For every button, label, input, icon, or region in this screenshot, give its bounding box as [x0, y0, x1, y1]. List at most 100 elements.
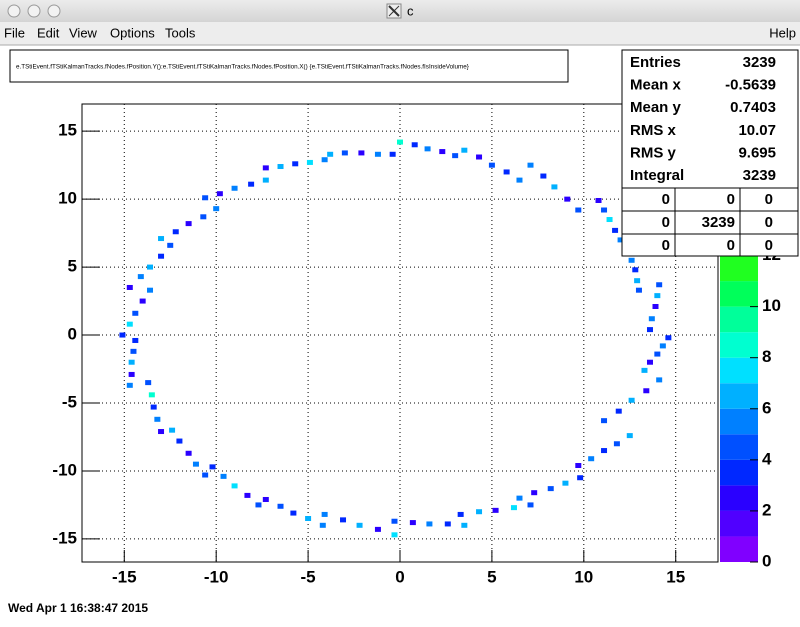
palette-band — [720, 434, 758, 460]
stats-value: 0.7403 — [730, 99, 776, 116]
hist-cell — [503, 169, 510, 175]
zoom-button[interactable] — [47, 4, 61, 18]
hist-cell — [632, 267, 639, 273]
hist-cell — [492, 507, 499, 513]
hist-cell — [202, 195, 209, 201]
stats-frame — [621, 49, 799, 257]
hist-cell — [248, 181, 255, 187]
hist-cell — [547, 486, 554, 492]
hist-cell — [262, 496, 269, 502]
hist-cell — [510, 505, 517, 511]
hist-cell — [656, 377, 663, 383]
hist-cell — [476, 509, 483, 515]
hist-cell — [613, 441, 620, 447]
z-tick-label: 6 — [762, 398, 771, 417]
z-tick-label: 8 — [762, 347, 771, 366]
hist-cell — [374, 526, 381, 532]
stats-label: RMS y — [630, 144, 677, 161]
hist-cell — [169, 427, 176, 433]
hist-cell — [606, 217, 613, 223]
palette-band — [720, 306, 758, 333]
hist-cell — [540, 173, 547, 179]
hist-cell — [391, 532, 398, 538]
hist-cell — [150, 404, 157, 410]
hist-cell — [612, 227, 619, 233]
hist-cell — [641, 367, 648, 373]
menu-item[interactable]: View — [69, 25, 98, 40]
hist-cell — [255, 502, 262, 508]
palette-band — [720, 536, 758, 562]
hist-cell — [617, 237, 624, 243]
stats-cell: 0 — [727, 191, 735, 208]
hist-cell — [290, 510, 297, 516]
stats-cell: 0 — [727, 237, 735, 254]
hist-cell — [321, 157, 328, 163]
window-title: c — [407, 3, 414, 18]
hist-cell — [643, 388, 650, 394]
palette-band — [720, 332, 758, 358]
hist-cell — [126, 284, 133, 290]
hist-cell — [595, 197, 602, 203]
hist-cell — [444, 521, 451, 527]
stats-value: 3239 — [743, 54, 776, 71]
stats-cell: 0 — [662, 237, 670, 254]
x-tick-label: 5 — [487, 567, 496, 586]
stats-value: 10.07 — [738, 122, 776, 139]
y-tick-label: 0 — [68, 325, 77, 344]
x-tick-label: -15 — [112, 567, 137, 586]
hist-cell — [659, 343, 666, 349]
menu-item[interactable]: File — [4, 25, 25, 40]
hist-cell — [634, 278, 641, 284]
hist-cell — [209, 464, 216, 470]
hist-cell — [172, 229, 179, 235]
x-tick-label: 15 — [666, 567, 685, 586]
hist-cell — [389, 151, 396, 157]
hist-cell — [216, 191, 223, 197]
menu-bar — [0, 22, 800, 45]
menu-item[interactable]: Help — [769, 25, 796, 40]
x-tick-label: 0 — [395, 567, 404, 586]
close-button[interactable] — [7, 4, 21, 18]
hist-cell — [628, 257, 635, 263]
hist-cell — [654, 351, 661, 357]
hist-cell — [277, 164, 284, 170]
stats-cell: 0 — [765, 214, 773, 231]
hist-cell — [244, 492, 251, 498]
hist-cell — [516, 177, 523, 183]
minimize-button[interactable] — [27, 4, 41, 18]
hist-cell — [148, 392, 155, 398]
hist-cell — [551, 184, 558, 190]
y-tick-label: 15 — [58, 121, 77, 140]
hist-cell — [220, 473, 227, 479]
hist-cell — [176, 438, 183, 444]
z-tick-label: 0 — [762, 551, 771, 570]
hist-cell — [562, 480, 569, 486]
hist-cell — [601, 448, 608, 454]
status-bar: Wed Apr 1 16:38:47 2015 — [8, 601, 148, 615]
hist-cell — [132, 337, 139, 343]
hist-cell — [147, 287, 154, 293]
hist-cell — [575, 207, 582, 213]
stats-label: Mean y — [630, 99, 682, 116]
hist-cell — [439, 149, 446, 155]
hist-cell — [306, 159, 313, 165]
hist-cell — [167, 242, 174, 248]
hist-cell — [488, 162, 495, 168]
hist-cell — [577, 475, 584, 481]
hist-cell — [461, 522, 468, 528]
hist-cell — [652, 303, 659, 309]
stats-cell: 0 — [662, 214, 670, 231]
menu-item[interactable]: Edit — [37, 25, 60, 40]
hist-cell — [262, 165, 269, 171]
x-tick-label: 10 — [574, 567, 593, 586]
hist-cell — [654, 293, 661, 299]
hist-cell — [648, 316, 655, 322]
hist-cell — [527, 162, 534, 168]
palette-band — [720, 485, 758, 511]
stats-label: Mean x — [630, 77, 682, 94]
hist-cell — [340, 517, 347, 523]
stats-value: -0.5639 — [725, 77, 776, 94]
menu-item[interactable]: Tools — [165, 25, 196, 40]
chart-title: e.TStiEvent.fTStiKalmanTracks.fNodes.fPo… — [16, 64, 469, 71]
menu-item[interactable]: Options — [110, 25, 155, 40]
